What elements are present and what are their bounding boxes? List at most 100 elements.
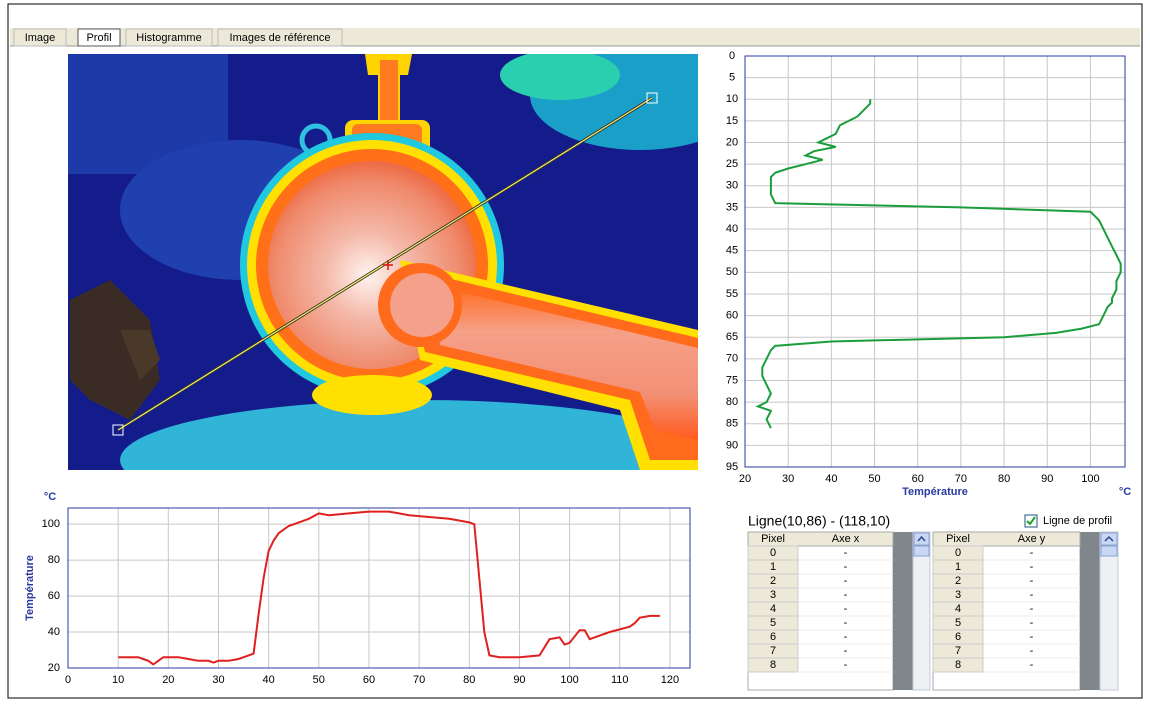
- page: Image Profil Histogramme Images de référenc…: [0, 0, 1150, 706]
- y-tick-label: 55: [726, 288, 738, 300]
- x-tick-label: 60: [912, 473, 924, 485]
- table-cell: -: [1030, 589, 1034, 601]
- y-tick-label: 65: [726, 331, 738, 343]
- table-cell: -: [844, 589, 848, 601]
- profile-panel: Ligne(10,86) - (118,10) Ligne de profil Pi…: [748, 513, 1118, 690]
- table-cell: 3: [955, 589, 961, 601]
- column-header: Pixel: [761, 533, 785, 545]
- y-tick-label: 90: [726, 439, 738, 451]
- table-cell: 5: [770, 617, 776, 629]
- table-cell: 5: [955, 617, 961, 629]
- table-cell: -: [844, 631, 848, 643]
- column-header: Axe y: [1018, 533, 1046, 545]
- scroll-thumb[interactable]: [914, 546, 929, 556]
- y-tick-label: 5: [729, 72, 735, 84]
- table-cell: -: [1030, 631, 1034, 643]
- x-tick-label: 30: [782, 473, 794, 485]
- table-cell: -: [1030, 575, 1034, 587]
- table-cell: 8: [770, 659, 776, 671]
- y-tick-label: 20: [48, 662, 60, 674]
- column-header: Axe x: [832, 533, 860, 545]
- x-tick-label: 20: [739, 473, 751, 485]
- x-tick-label: 80: [463, 674, 475, 686]
- y-tick-label: 75: [726, 374, 738, 386]
- plot-area: [745, 56, 1125, 467]
- table-cell: 1: [955, 561, 961, 573]
- y-tick-label: 85: [726, 418, 738, 430]
- table-cell: -: [1030, 547, 1034, 559]
- table-gutter: [893, 532, 913, 690]
- y-tick-label: 40: [48, 626, 60, 638]
- table-cell: -: [844, 617, 848, 629]
- tabs: Image Profil Histogramme Images de référenc…: [14, 29, 342, 46]
- x-tick-label: 110: [611, 674, 629, 686]
- table-cell: -: [844, 547, 848, 559]
- x-tick-label: 20: [162, 674, 174, 686]
- unit-label: °C: [44, 491, 56, 503]
- tab-label[interactable]: Histogramme: [136, 32, 201, 44]
- unit-label: °C: [1119, 486, 1131, 498]
- x-tick-label: 60: [363, 674, 375, 686]
- checkbox-label[interactable]: Ligne de profil: [1043, 515, 1112, 527]
- scroll-up[interactable]: [914, 533, 929, 545]
- x-tick-label: 70: [413, 674, 425, 686]
- tab-label[interactable]: Image: [25, 32, 56, 44]
- table-cell: 2: [770, 575, 776, 587]
- scroll-thumb[interactable]: [1101, 546, 1117, 556]
- y-tick-label: 60: [726, 309, 738, 321]
- column-header: Pixel: [946, 533, 970, 545]
- table-cell: 1: [770, 561, 776, 573]
- y-tick-label: 25: [726, 158, 738, 170]
- plot-area: [68, 508, 690, 668]
- table-cell: -: [1030, 659, 1034, 671]
- tab-label[interactable]: Profil: [86, 32, 111, 44]
- table-cell: -: [844, 659, 848, 671]
- window: Image Profil Histogramme Images de référenc…: [0, 0, 1150, 706]
- table-cell: 0: [955, 547, 961, 559]
- x-tick-label: 100: [560, 674, 578, 686]
- y-tick-label: 70: [726, 353, 738, 365]
- thermal-image: [68, 40, 750, 520]
- y-tick-label: 50: [726, 266, 738, 278]
- x-tick-label: 90: [513, 674, 525, 686]
- table-cell: -: [1030, 645, 1034, 657]
- table-cell: 6: [770, 631, 776, 643]
- table-gutter: [1080, 532, 1100, 690]
- table-cell: 7: [770, 645, 776, 657]
- y-tick-label: 80: [48, 554, 60, 566]
- x-tick-label: 10: [112, 674, 124, 686]
- tab-label[interactable]: Images de référence: [230, 32, 331, 44]
- y-tick-label: 100: [42, 518, 60, 530]
- x-tick-label: 40: [263, 674, 275, 686]
- x-tick-label: 70: [955, 473, 967, 485]
- table-cell: 4: [770, 603, 776, 615]
- table-cell: 3: [770, 589, 776, 601]
- x-tick-label: 30: [212, 674, 224, 686]
- y-tick-label: 95: [726, 461, 738, 473]
- x-tick-label: 120: [661, 674, 679, 686]
- x-tick-label: 50: [868, 473, 880, 485]
- y-tick-label: 60: [48, 590, 60, 602]
- table-cell: -: [1030, 603, 1034, 615]
- line-coordinates: Ligne(10,86) - (118,10): [748, 513, 890, 529]
- table-cell: -: [1030, 561, 1034, 573]
- y-tick-label: 40: [726, 223, 738, 235]
- x-tick-label: 0: [65, 674, 71, 686]
- y-tick-label: 20: [726, 136, 738, 148]
- table-cell: -: [844, 645, 848, 657]
- table-cell: 4: [955, 603, 961, 615]
- y-tick-label: 15: [726, 115, 738, 127]
- table-cell: 0: [770, 547, 776, 559]
- table-cell: 8: [955, 659, 961, 671]
- x-tick-label: 100: [1081, 473, 1099, 485]
- table-cell: -: [1030, 617, 1034, 629]
- y-axis-title: Température: [24, 555, 36, 621]
- x-tick-label: 40: [825, 473, 837, 485]
- table-cell: -: [844, 575, 848, 587]
- table-cell: 6: [955, 631, 961, 643]
- table-cell: 2: [955, 575, 961, 587]
- x-axis-title: Température: [902, 486, 968, 498]
- scroll-up[interactable]: [1101, 533, 1117, 545]
- y-tick-label: 0: [729, 50, 735, 62]
- table-cell: -: [844, 561, 848, 573]
